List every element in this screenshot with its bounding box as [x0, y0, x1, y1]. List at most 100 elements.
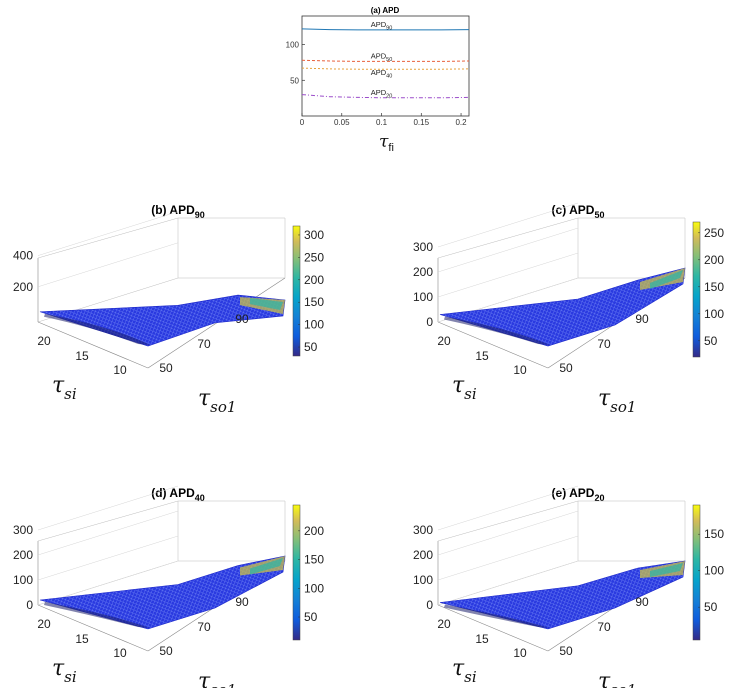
panel-c-surface-mesh: [439, 267, 686, 347]
panel-c-ytick-label: 90: [635, 312, 649, 326]
panel-d-ztick-label: 100: [13, 573, 33, 587]
panel-b-surface: (b) APD90 200 400 20 15 10 50 70 90 τsi τso1 50 100 1…: [13, 203, 324, 416]
panel-c-surface: (c) APD50 0 100 200 300 20 15 10 50 70 90 τsi τso1 50…: [413, 202, 724, 416]
panel-d-xlabel: τsi: [52, 656, 77, 686]
panel-b-ytick-label: 90: [235, 312, 249, 326]
surface-mid-ridge: [650, 563, 683, 577]
panel-a-series-labels: APD90 APD50 APD40 APD20: [371, 20, 393, 99]
panel-d-colorbar-label: 100: [304, 581, 324, 595]
z-grid-line: [37, 242, 179, 288]
panel-d-colorbar: 50 100 150 200: [292, 504, 324, 641]
x-axis-line: [437, 321, 549, 369]
panel-e-zticks: 0 100 200 300: [413, 485, 579, 612]
panel-a-series: [301, 28, 470, 99]
grid-line: [37, 500, 179, 542]
panel-b-colorbar-label: 100: [304, 318, 324, 332]
panel-d-ztick-label: 300: [13, 523, 33, 537]
grid-line: [437, 500, 579, 542]
surface-patch: [439, 267, 686, 347]
surface-mid-ridge: [250, 558, 283, 575]
panel-b-ztick-label: 200: [13, 280, 33, 294]
panel-a-line-apd90: [301, 28, 470, 31]
panel-e-ytick-label: 70: [597, 620, 611, 634]
panel-a-ytick-label: 50: [290, 76, 299, 85]
x-axis-line: [437, 604, 549, 652]
panel-a-xtick-label: 0.05: [334, 118, 350, 127]
panel-c-ytick-label: 50: [559, 361, 573, 375]
panel-a-xtick-label: 0.1: [376, 118, 388, 127]
z-grid-line: [437, 485, 579, 531]
panel-e-colorbar-label: 50: [704, 600, 718, 614]
x-axis-line: [37, 321, 149, 369]
panel-e-colorbar-label: 100: [704, 564, 724, 578]
panel-e-title: (e) APD20: [552, 486, 605, 503]
panel-a-line-apd50: [301, 59, 470, 62]
panel-c-colorbar-label: 200: [704, 253, 724, 267]
panel-d-xticks: 20 15 10: [37, 617, 127, 660]
panel-c-ytick-label: 70: [597, 337, 611, 351]
panel-a-label-apd90: APD90: [371, 20, 393, 31]
surface-mid-ridge: [250, 298, 283, 310]
panel-d-ytick-label: 50: [159, 644, 173, 658]
panel-b-ylabel: τso1: [198, 386, 236, 416]
panel-c-ztick-label: 200: [413, 265, 433, 279]
panel-c-ylabel: τso1: [598, 386, 636, 416]
panel-e-xticks: 20 15 10: [437, 617, 527, 660]
panel-b-colorbar-label: 50: [304, 340, 318, 354]
panel-d-ylabel: τso1: [198, 669, 236, 688]
panel-c-xticks: 20 15 10: [437, 334, 527, 377]
panel-a-xtick-label: 0.15: [413, 118, 429, 127]
panel-d-ztick-label: 200: [13, 548, 33, 562]
panel-a-axes-box: [301, 15, 470, 117]
panel-b-ztick-label: 400: [13, 249, 33, 263]
panel-b-xticks: 20 15 10: [37, 334, 127, 377]
panel-d-ztick-label: 0: [26, 598, 33, 612]
panel-e-ytick-label: 90: [635, 595, 649, 609]
z-grid-line: [437, 510, 579, 556]
panel-a-xlabel: τfi: [379, 132, 394, 154]
panel-c-colorbar-label: 250: [704, 226, 724, 240]
panel-b-xlabel: τsi: [52, 373, 77, 403]
panel-a-xtick-label: 0: [300, 118, 305, 127]
surface-shadow-band: [444, 604, 550, 628]
panel-d-yticks: 50 70 90: [159, 595, 249, 658]
panel-b-xtick-label: 15: [75, 349, 89, 363]
colorbar-gradient: [692, 504, 701, 641]
panel-b-xtick-label: 10: [113, 363, 127, 377]
panel-c-yticks: 50 70 90: [559, 312, 649, 375]
panel-d-colorbar-label: 50: [304, 610, 318, 624]
colorbar-gradient: [292, 225, 301, 357]
panel-c-colorbar-label: 50: [704, 334, 718, 348]
panel-b-grid: [37, 217, 286, 369]
panel-d-surface-mesh: [39, 555, 286, 630]
panel-b-ytick-label: 50: [159, 361, 173, 375]
panel-e-colorbar-label: 150: [704, 527, 724, 541]
panel-e-ytick-label: 50: [559, 644, 573, 658]
panel-d-xtick-label: 20: [37, 617, 51, 631]
surface-patch: [439, 560, 686, 630]
panel-c-xlabel: τsi: [452, 373, 477, 403]
panel-a-ticks: 0 0.05 0.1 0.15 0.2 50 100: [286, 41, 468, 127]
z-grid-line: [37, 485, 179, 531]
panel-a-xtick-label: 0.2: [455, 118, 467, 127]
z-grid-line: [37, 510, 179, 556]
panel-b-colorbar: 50 100 150 200 250 300: [292, 225, 324, 357]
panel-c-title: (c) APD50: [552, 203, 605, 220]
surface-shadow-band: [444, 316, 550, 345]
panel-e-colorbar: 50 100 150: [692, 504, 724, 641]
panel-e-surface-mesh: [439, 560, 686, 630]
z-grid-line: [437, 252, 579, 298]
panel-e-xtick-label: 10: [513, 646, 527, 660]
colorbar-gradient: [292, 504, 301, 641]
panel-e-surface: (e) APD20 0 100 200 300 20 15 10 50 70 90 τsi τso1 50…: [413, 485, 724, 688]
panel-c-xtick-label: 15: [475, 349, 489, 363]
panel-a-title: (a) APD: [371, 6, 400, 15]
panel-c-ztick-label: 100: [413, 290, 433, 304]
panel-c-colorbar-label: 100: [704, 307, 724, 321]
surface-patch: [39, 294, 286, 347]
panel-e-ztick-label: 300: [413, 523, 433, 537]
z-grid-line: [437, 535, 579, 581]
grid-line: [437, 217, 579, 259]
z-grid-line: [437, 560, 579, 606]
